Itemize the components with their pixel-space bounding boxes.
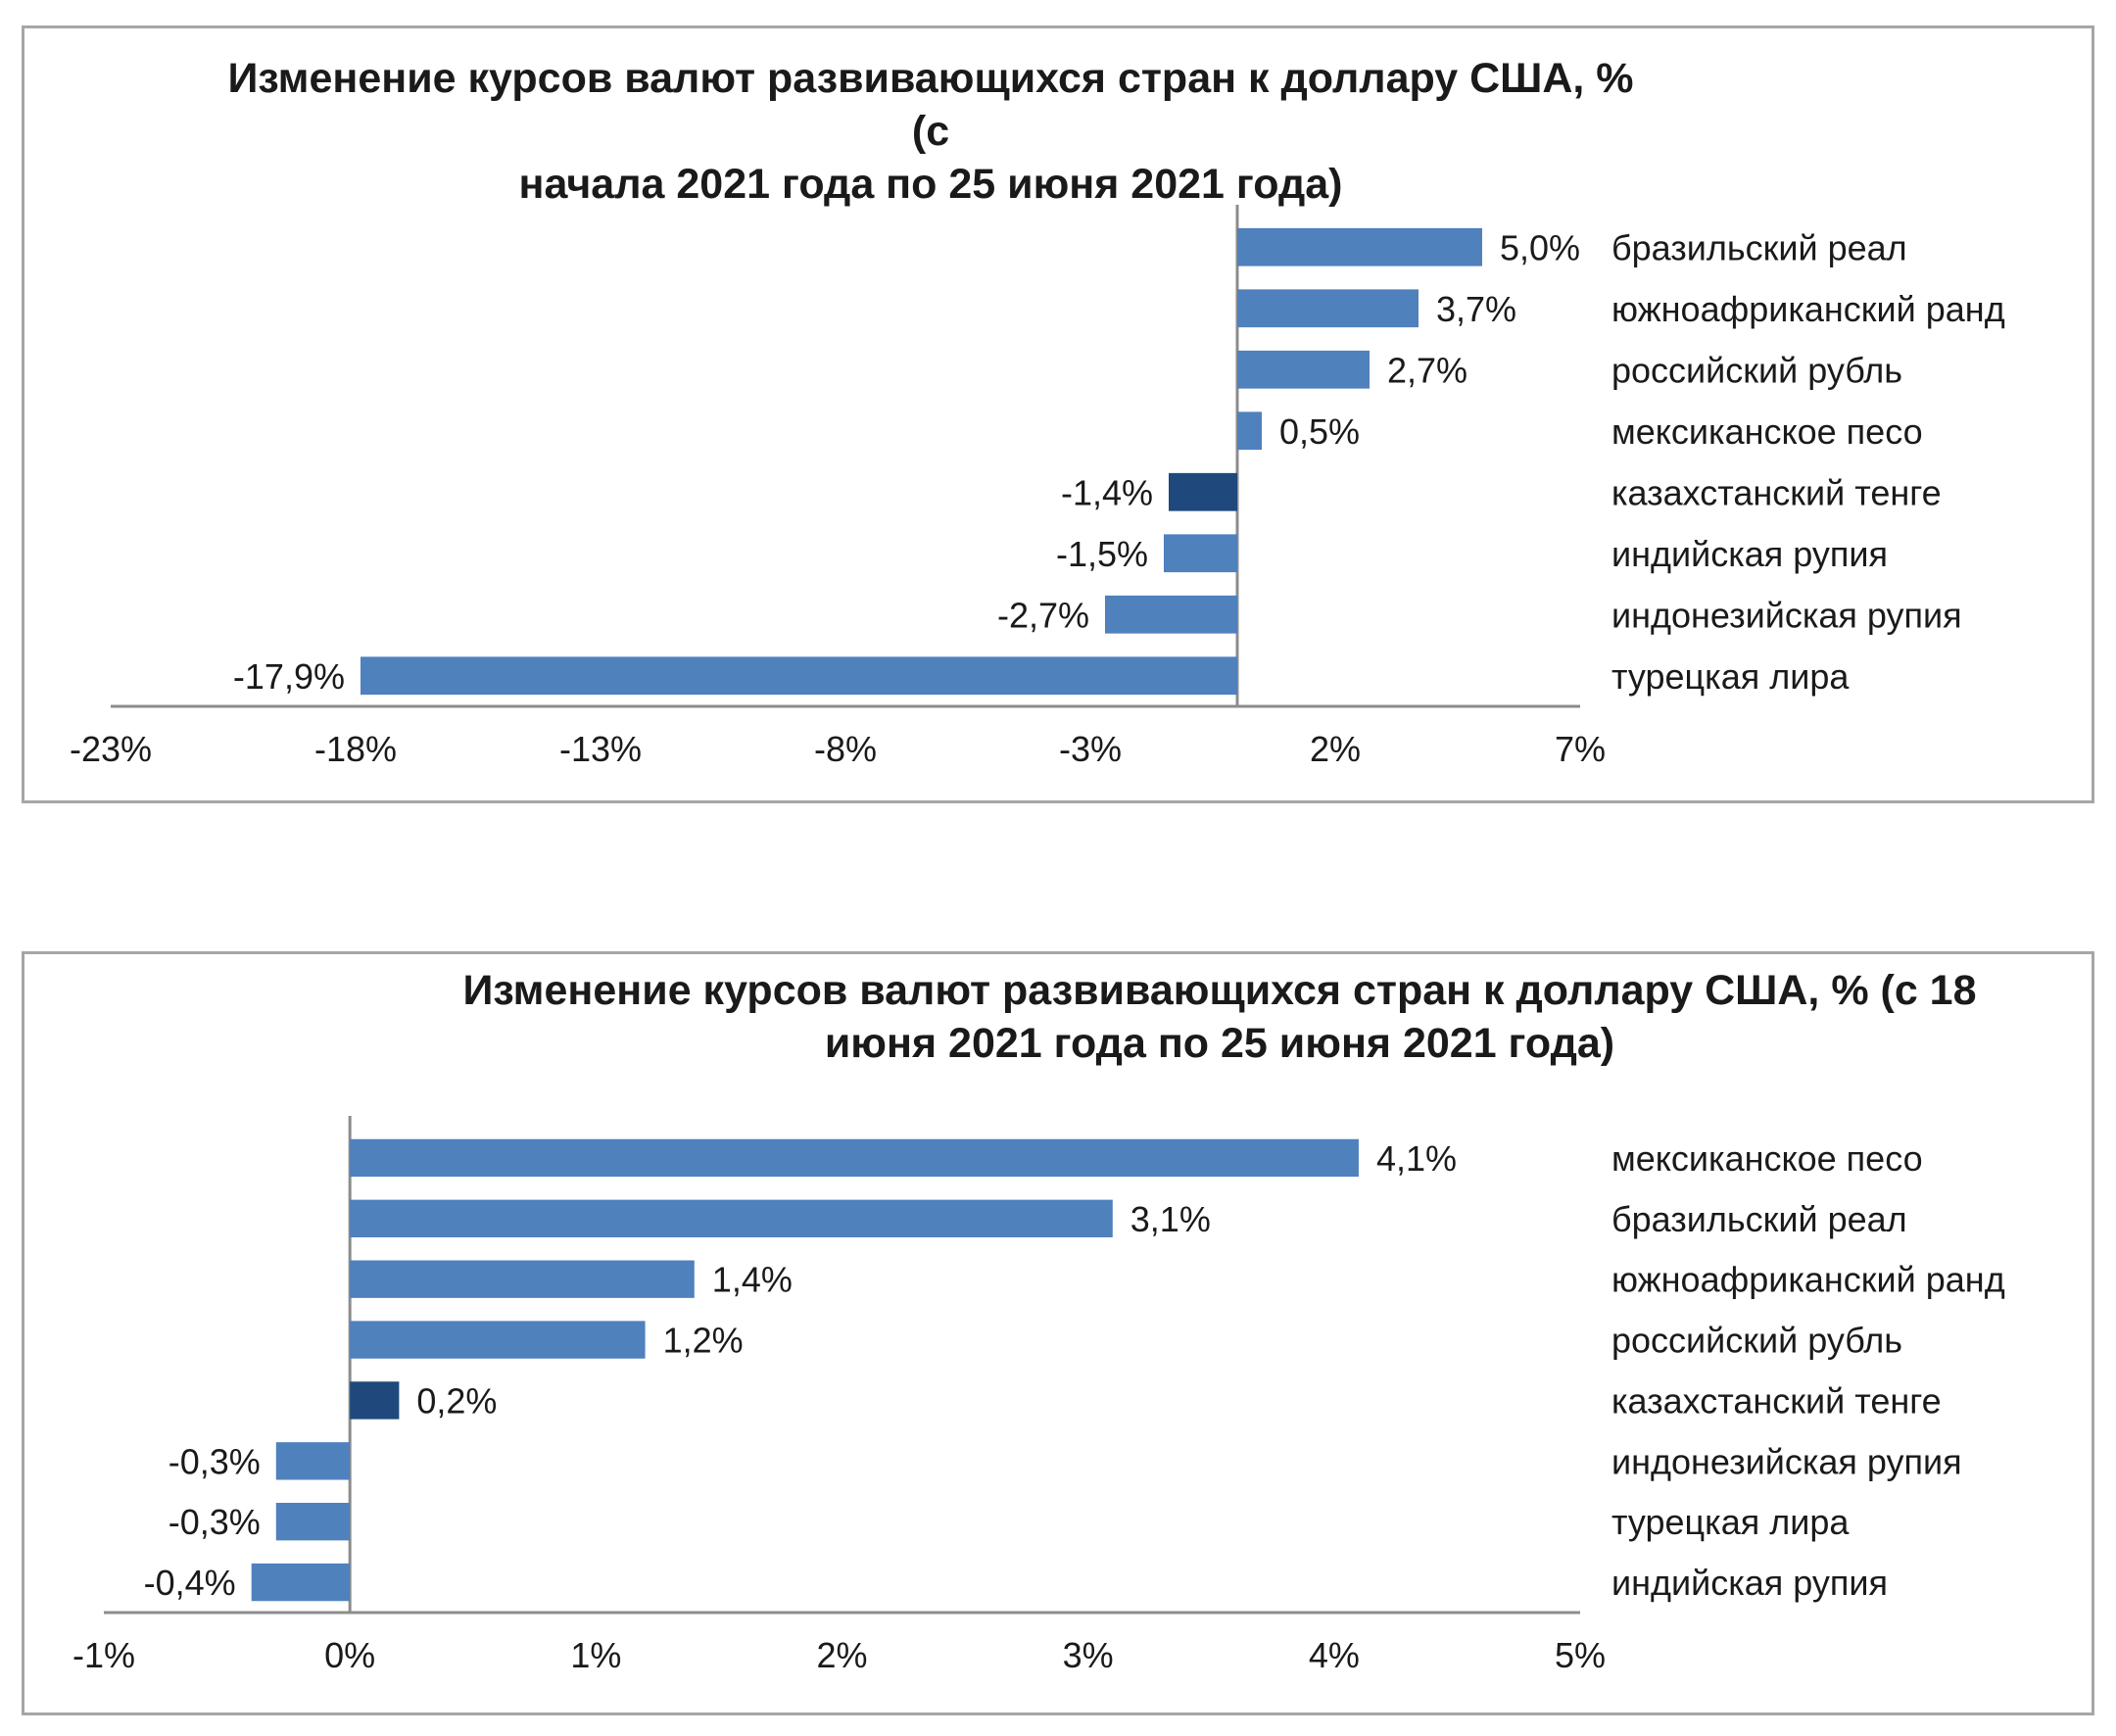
x-tick-label: 7% [1555, 729, 1606, 769]
data-label: 3,1% [1130, 1199, 1211, 1239]
data-label: -1,5% [1056, 534, 1148, 574]
data-label: 4,1% [1376, 1138, 1457, 1179]
x-tick-label: -1% [72, 1635, 135, 1675]
x-tick-label: 2% [816, 1635, 867, 1675]
bar [1237, 350, 1370, 389]
bar [275, 1503, 351, 1541]
category-label: индийская рупия [1611, 1563, 1888, 1603]
x-tick-label: -8% [814, 729, 877, 769]
bar [1237, 227, 1482, 266]
data-label: -17,9% [233, 656, 345, 697]
bar [1237, 411, 1262, 451]
bar [1105, 595, 1237, 634]
data-label: 1,4% [712, 1260, 793, 1300]
data-label: -0,4% [144, 1563, 236, 1603]
x-tick-label: 2% [1310, 729, 1361, 769]
bar-chart-ytd: -23% -18% -13% -8% -3% 2% 7% 5,0% бразильский ре… [70, 205, 2005, 769]
category-label: мексиканское песо [1611, 1138, 1923, 1179]
bar [350, 1199, 1113, 1237]
bar [275, 1442, 351, 1480]
bar [350, 1138, 1359, 1178]
bar [350, 1381, 400, 1420]
data-label: -1,4% [1061, 472, 1153, 512]
data-label: 0,2% [416, 1380, 497, 1421]
data-label: 0,5% [1279, 411, 1360, 452]
category-label: турецкая лира [1611, 1502, 1850, 1542]
x-tick-label: 0% [324, 1635, 375, 1675]
category-label: южноафриканский ранд [1611, 289, 2005, 329]
category-label: южноафриканский ранд [1611, 1260, 2005, 1300]
category-label: российский рубль [1611, 350, 1902, 390]
x-tick-label: 1% [570, 1635, 621, 1675]
data-label: -0,3% [168, 1441, 261, 1481]
category-label: казахстанский тенге [1611, 472, 1942, 512]
x-tick-label: 5% [1555, 1635, 1606, 1675]
data-label: 2,7% [1387, 350, 1467, 390]
bar [1164, 534, 1237, 573]
bar [1169, 472, 1237, 511]
x-tick-label: 4% [1309, 1635, 1360, 1675]
chart-title-line-1: Изменение курсов валют развивающихся стр… [227, 55, 1634, 155]
category-label: индонезийская рупия [1611, 1441, 1962, 1481]
chart-panel-week: Изменение курсов валют развивающихся стр… [22, 951, 2094, 1715]
bar [350, 1260, 695, 1298]
chart-title-line-2: июня 2021 года по 25 июня 2021 года) [824, 1020, 1615, 1067]
bar-chart-week: -1% 0% 1% 2% 3% 4% 5% 4,1% мексиканское песо 3,1%… [72, 1116, 2005, 1675]
x-tick-label: -13% [559, 729, 642, 769]
bar [350, 1321, 646, 1359]
category-label: турецкая лира [1611, 656, 1850, 697]
x-tick-label: -3% [1059, 729, 1122, 769]
data-label: -2,7% [997, 595, 1089, 635]
bar [1237, 289, 1419, 328]
x-tick-label: -23% [70, 729, 152, 769]
category-label: бразильский реал [1611, 1199, 1907, 1239]
category-label: российский рубль [1611, 1321, 1902, 1361]
category-label: казахстанский тенге [1611, 1380, 1942, 1421]
category-label: индонезийская рупия [1611, 595, 1962, 635]
category-label: мексиканское песо [1611, 411, 1923, 452]
data-label: -0,3% [168, 1502, 261, 1542]
x-tick-label: 3% [1063, 1635, 1114, 1675]
bar [361, 656, 1237, 696]
category-label: бразильский реал [1611, 227, 1907, 267]
chart-panel-ytd: Изменение курсов валют развивающихся стр… [22, 25, 2094, 803]
chart-title-line-1: Изменение курсов валют развивающихся стр… [462, 967, 1977, 1014]
data-label: 1,2% [663, 1321, 744, 1361]
data-label: 3,7% [1436, 289, 1516, 329]
chart-title: Изменение курсов валют развивающихся стр… [397, 964, 2043, 1070]
category-label: индийская рупия [1611, 534, 1888, 574]
data-label: 5,0% [1500, 227, 1580, 267]
chart-title-line-2: начала 2021 года по 25 июня 2021 года) [518, 161, 1343, 208]
bar [251, 1563, 351, 1602]
x-tick-label: -18% [314, 729, 397, 769]
chart-title: Изменение курсов валют развивающихся стр… [220, 52, 1641, 211]
